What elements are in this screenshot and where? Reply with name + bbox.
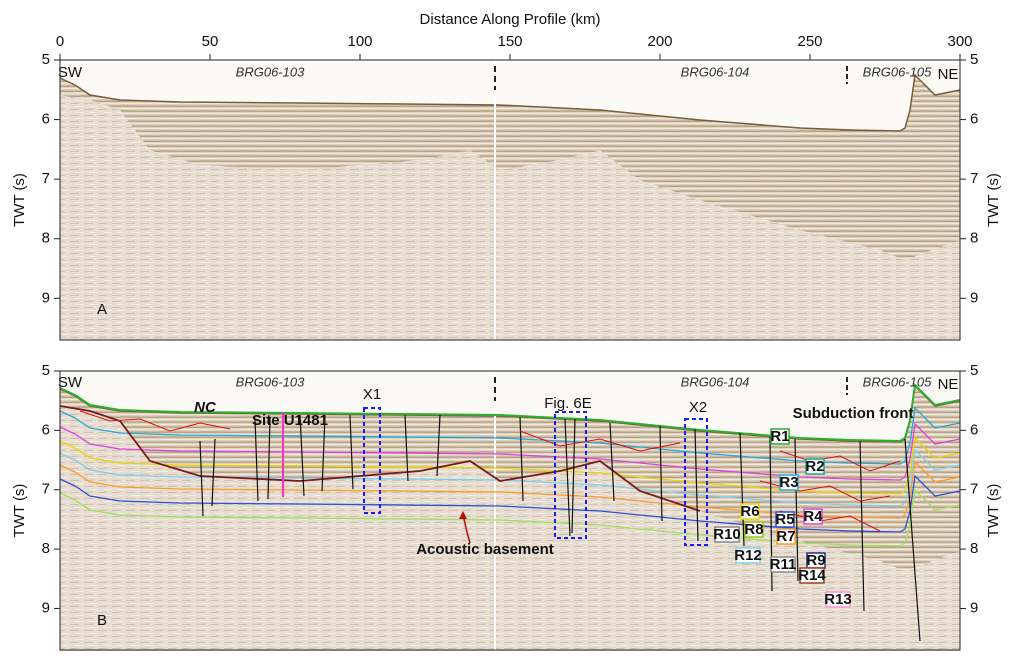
annotation: NE [938, 66, 959, 83]
y-tick-label: 6 [970, 111, 978, 128]
y-axis-title: TWT (s) [11, 173, 28, 227]
y-tick-label: 9 [42, 599, 50, 616]
x-tick-label: 50 [202, 33, 219, 50]
annotation: R2 [805, 458, 824, 475]
annotation: SW [58, 374, 83, 391]
y-tick-label: 7 [970, 170, 978, 187]
annotation: R7 [776, 528, 795, 545]
annotation: BRG06-105 [863, 64, 932, 79]
x-axis-title: Distance Along Profile (km) [420, 11, 601, 28]
label-box [805, 458, 825, 475]
y-tick-label: 6 [42, 421, 50, 438]
y-tick-label: 7 [42, 481, 50, 498]
y-tick-label: 9 [42, 289, 50, 306]
annotation: NE [938, 376, 959, 393]
plot-frame [59, 370, 961, 651]
y-tick-label: 5 [42, 51, 50, 68]
label-box [776, 528, 796, 545]
annotation: BRG06-103 [236, 64, 305, 79]
label-box [735, 547, 761, 564]
x-tick-label: 100 [347, 33, 372, 50]
x-tick-label: 150 [497, 33, 522, 50]
annotation: R1 [770, 428, 789, 445]
label-box [779, 474, 799, 491]
y-tick-label: 9 [970, 289, 978, 306]
annotation: SW [58, 64, 83, 81]
annotation: BRG06-103 [236, 374, 305, 389]
y-tick-label: 8 [970, 230, 978, 247]
x-tick-label: 0 [56, 33, 64, 50]
annotation: R10 [713, 526, 741, 543]
annotation: X2 [689, 399, 707, 416]
label-box [744, 521, 764, 538]
y-tick-label: 5 [42, 362, 50, 379]
seismic-image [60, 60, 960, 340]
axes: 5 5 6 6 7 7 8 8 9 9 0 50 100 150 200 250 300 Distance Alo… [11, 11, 1002, 651]
y-tick-label: 5 [970, 362, 978, 379]
annotation: R13 [824, 591, 852, 608]
y-tick-label: 9 [970, 599, 978, 616]
y-tick-label: 6 [42, 111, 50, 128]
label-box [799, 567, 825, 584]
annotation: R4 [803, 508, 823, 525]
annotation: R8 [744, 521, 763, 538]
arrow-head [459, 511, 467, 519]
annotation: BRG06-104 [681, 374, 750, 389]
y-tick-label: 8 [42, 230, 50, 247]
y-tick-label: 8 [42, 540, 50, 557]
boxes [363, 407, 708, 546]
annotation: R5 [775, 511, 794, 528]
y-axis-title: TWT (s) [985, 173, 1002, 227]
annotation: NC [194, 399, 217, 416]
annotation: R14 [798, 567, 826, 584]
panel-b [59, 371, 961, 651]
label-box [770, 428, 790, 445]
label-box [770, 556, 796, 573]
y-tick-label: 8 [970, 540, 978, 557]
annotation: R9 [806, 552, 825, 569]
annotation: Site U1481 [252, 412, 328, 429]
annotation: R11 [770, 556, 797, 573]
annotation: BRG06-104 [681, 64, 750, 79]
x-tick-label: 200 [647, 33, 672, 50]
annotation: Subduction front [793, 405, 914, 422]
y-tick-label: 7 [970, 481, 978, 498]
annotation: Acoustic basement [416, 541, 554, 558]
annotation: X1 [363, 386, 381, 403]
y-tick-label: 6 [970, 421, 978, 438]
annotation: R6 [740, 503, 759, 520]
label-box [740, 503, 760, 520]
horizons [59, 384, 961, 547]
panel-a [60, 60, 960, 340]
panel-label: A [97, 301, 107, 318]
y-tick-label: 5 [970, 51, 978, 68]
annotation: R12 [734, 547, 762, 564]
y-axis-title: TWT (s) [11, 484, 28, 538]
label-box [825, 591, 851, 608]
label-box [803, 508, 823, 525]
y-axis-title: TWT (s) [985, 484, 1002, 538]
label-box [775, 511, 795, 528]
annotation: R3 [779, 474, 798, 491]
y-tick-label: 7 [42, 170, 50, 187]
x-tick-label: 300 [947, 33, 972, 50]
label-box [714, 526, 740, 543]
x-tick-label: 250 [797, 33, 822, 50]
annotation: BRG06-105 [863, 374, 932, 389]
panel-label: B [97, 612, 107, 629]
annotation: Fig. 6E [544, 395, 592, 412]
